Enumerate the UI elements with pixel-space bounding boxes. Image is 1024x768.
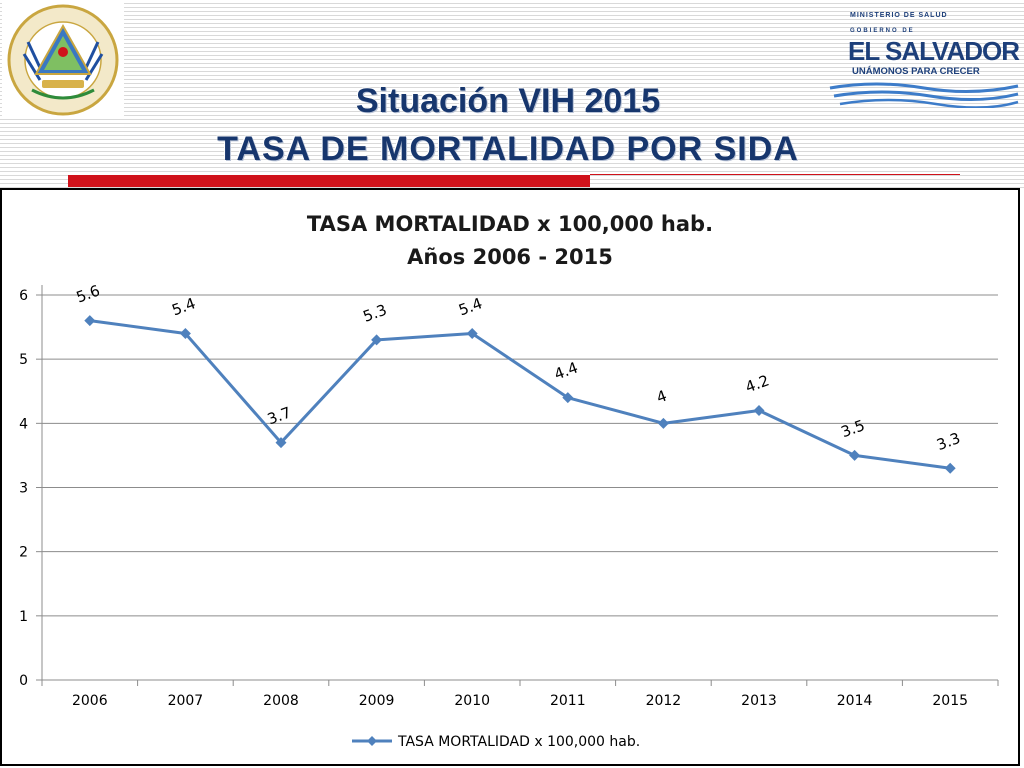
data-point	[84, 315, 96, 327]
chart-subtitle: Años 2006 - 2015	[407, 245, 613, 269]
slogan: UNÁMONOS PARA CRECER	[852, 66, 980, 77]
y-tick-label: 5	[19, 352, 28, 368]
data-point	[944, 462, 956, 474]
x-tick-label: 2012	[646, 693, 682, 709]
data-label: 5.4	[456, 294, 485, 319]
y-tick-label: 6	[19, 288, 28, 304]
ministry-label: MINISTERIO DE SALUD	[850, 12, 948, 19]
mortality-line-chart: TASA MORTALIDAD x 100,000 hab. Años 2006…	[19, 212, 999, 750]
y-tick-label: 0	[19, 673, 28, 689]
data-label: 3.5	[839, 416, 868, 441]
data-point	[849, 449, 861, 461]
data-label: 3.7	[265, 403, 294, 428]
data-label: 4.2	[743, 371, 772, 396]
x-tick-label: 2011	[550, 693, 586, 709]
x-tick-label: 2009	[359, 693, 395, 709]
data-label: 4	[654, 387, 669, 407]
slide-subtitle: TASA DE MORTALIDAD POR SIDA	[217, 130, 799, 168]
data-point	[371, 334, 383, 346]
series-line	[89, 319, 951, 470]
data-label: 3.3	[934, 429, 963, 454]
data-label: 5.4	[169, 294, 198, 319]
chart-frame	[0, 188, 1020, 766]
striped-background	[0, 0, 1024, 190]
y-tick-label: 4	[19, 416, 28, 432]
x-tick-label: 2008	[263, 693, 299, 709]
chart-title: TASA MORTALIDAD x 100,000 hab.	[307, 212, 713, 236]
data-point	[753, 405, 765, 416]
data-label: 5.6	[74, 281, 103, 306]
slide-header: MINISTERIO DE SALUD GOBIERNO DE EL SALVA…	[0, 0, 1024, 190]
x-tick-label: 2013	[741, 693, 777, 709]
legend: TASA MORTALIDAD x 100,000 hab.	[352, 734, 640, 750]
data-point	[562, 392, 574, 404]
data-point	[657, 417, 669, 429]
x-tick-label: 2014	[837, 693, 873, 709]
data-label: 4.4	[552, 358, 581, 383]
x-tick-label: 2006	[72, 693, 108, 709]
accent-bar	[68, 175, 590, 187]
gobierno-label: GOBIERNO DE	[850, 28, 915, 34]
waves-icon	[829, 82, 1019, 108]
data-point	[466, 328, 478, 339]
government-logo: MINISTERIO DE SALUD GOBIERNO DE EL SALVA…	[826, 6, 1022, 110]
country-name: EL SALVADOR	[848, 36, 1020, 66]
data-point	[179, 328, 191, 339]
data-label: 5.3	[361, 301, 390, 326]
x-tick-label: 2010	[454, 693, 490, 709]
x-tick-label: 2007	[168, 693, 204, 709]
coat-of-arms-seal-icon	[2, 2, 124, 118]
y-tick-label: 3	[19, 481, 28, 497]
y-tick-label: 1	[19, 609, 28, 625]
data-point	[275, 437, 287, 449]
slide-title: Situación VIH 2015	[355, 82, 661, 120]
x-tick-label: 2015	[932, 693, 968, 709]
legend-label: TASA MORTALIDAD x 100,000 hab.	[397, 734, 640, 750]
legend-marker	[367, 736, 377, 746]
accent-line	[590, 174, 960, 175]
y-tick-label: 2	[19, 545, 28, 561]
